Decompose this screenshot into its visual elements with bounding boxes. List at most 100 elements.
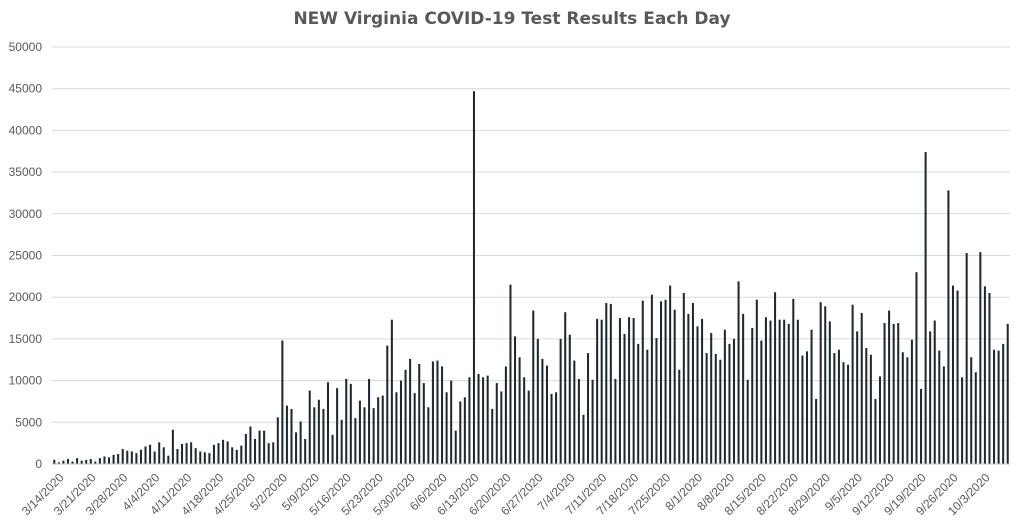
bar — [577, 378, 580, 464]
bar — [532, 310, 535, 464]
bar — [628, 317, 631, 464]
bar — [673, 309, 676, 464]
bar — [308, 390, 311, 464]
bar — [901, 352, 904, 464]
bar — [961, 377, 964, 464]
bar — [755, 299, 758, 464]
bar — [167, 455, 170, 464]
bar — [1002, 343, 1005, 464]
bar — [399, 380, 403, 464]
bar — [390, 319, 393, 464]
bar — [244, 433, 247, 464]
bar — [76, 458, 79, 464]
bar — [573, 360, 576, 464]
bar — [441, 366, 444, 464]
bar — [263, 430, 266, 464]
bar — [217, 443, 220, 464]
bar — [929, 331, 932, 464]
bar — [386, 345, 389, 464]
bar — [545, 365, 548, 464]
bar — [427, 407, 430, 464]
bar — [664, 299, 667, 464]
bar — [326, 382, 330, 464]
bar — [226, 441, 229, 464]
bar — [824, 306, 827, 464]
bar — [778, 319, 781, 464]
bar — [208, 453, 211, 464]
bar — [450, 380, 453, 464]
bar — [646, 349, 649, 464]
bar — [915, 272, 918, 464]
bar — [614, 378, 617, 464]
bar — [536, 338, 539, 464]
gridlines — [52, 46, 1010, 423]
bar — [117, 453, 120, 464]
bar — [222, 439, 225, 464]
bar — [993, 349, 996, 464]
bar — [810, 329, 813, 464]
bar — [997, 350, 1000, 464]
bar — [491, 408, 494, 464]
bar — [609, 303, 612, 464]
bar — [203, 452, 206, 464]
bar — [956, 290, 959, 464]
bar — [185, 443, 188, 464]
bar — [951, 285, 954, 464]
bar — [801, 355, 804, 464]
bar — [57, 462, 60, 464]
bar — [85, 459, 88, 464]
bar — [253, 438, 257, 464]
bar — [669, 285, 672, 464]
bar — [974, 372, 977, 464]
bar — [527, 390, 530, 464]
bar — [267, 443, 270, 464]
bar — [865, 348, 868, 464]
bar — [979, 252, 982, 464]
bar — [258, 430, 261, 464]
bar — [938, 350, 941, 464]
bar — [965, 253, 968, 464]
bar — [345, 378, 348, 464]
bar — [988, 293, 991, 464]
bar — [445, 392, 448, 464]
bar — [354, 418, 357, 464]
bar — [705, 353, 708, 464]
bar — [358, 400, 361, 464]
bar — [796, 319, 799, 464]
bar — [276, 417, 279, 464]
bar — [272, 442, 275, 464]
bar — [212, 444, 215, 464]
bar — [395, 392, 398, 464]
bar — [495, 383, 498, 464]
y-tick-label: 50000 — [9, 40, 43, 54]
bar — [696, 326, 699, 464]
bar — [472, 91, 475, 464]
y-tick-label: 5000 — [15, 415, 42, 429]
bar — [295, 432, 298, 464]
bar — [340, 419, 343, 464]
bar — [723, 329, 726, 464]
bar — [322, 408, 325, 464]
bar — [869, 354, 872, 464]
bar — [1006, 323, 1009, 464]
bar — [436, 360, 439, 464]
bar — [632, 318, 635, 464]
bar — [559, 338, 562, 464]
bar — [190, 442, 193, 464]
bar — [281, 340, 284, 464]
bar — [504, 366, 507, 464]
bar — [468, 377, 471, 464]
bar — [842, 362, 845, 464]
bar — [80, 460, 83, 464]
bar — [121, 448, 124, 464]
bar — [691, 303, 694, 464]
bar — [299, 421, 302, 464]
bar — [153, 451, 156, 464]
bar — [655, 338, 658, 464]
bar — [422, 383, 425, 464]
bar — [149, 444, 152, 464]
bar — [541, 358, 544, 464]
y-tick-label: 0 — [35, 457, 42, 471]
bar — [555, 392, 558, 464]
